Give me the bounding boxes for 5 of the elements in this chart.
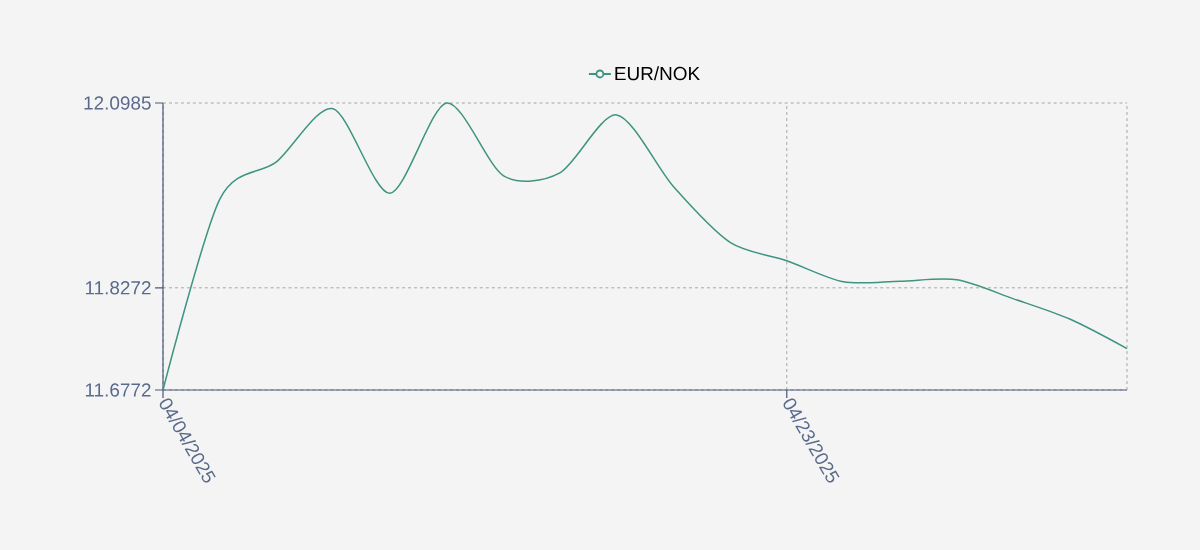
- y-tick-label: 11.8272: [85, 281, 151, 295]
- y-tick-label: 12.0985: [84, 96, 151, 110]
- line-series: [162, 102, 1128, 391]
- legend-label: EUR/NOK: [615, 66, 700, 81]
- y-tick-label: 11.6772: [85, 383, 151, 397]
